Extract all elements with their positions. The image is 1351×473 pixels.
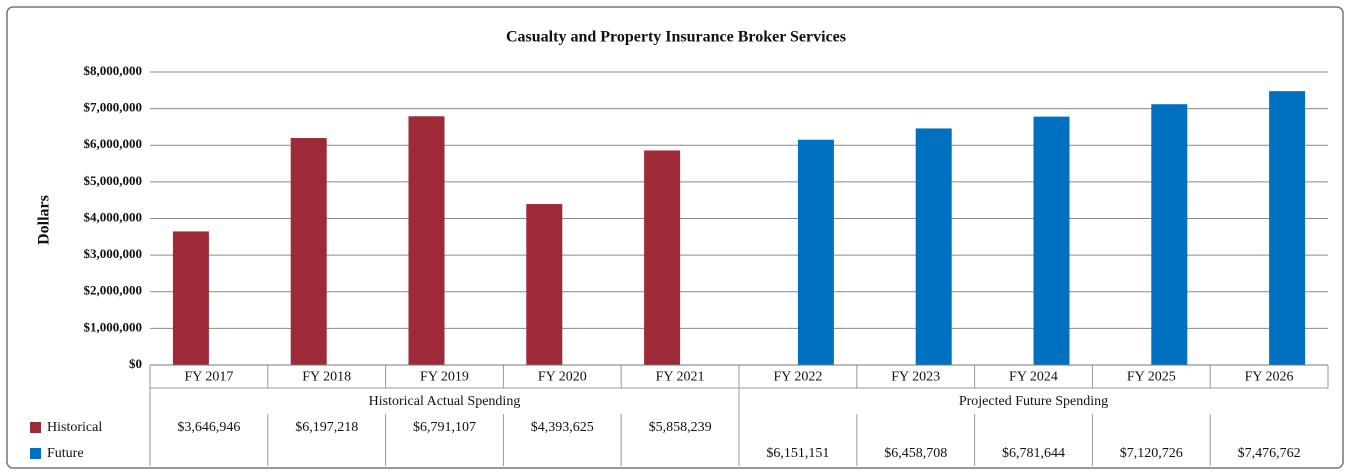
- y-tick-label: $5,000,000: [84, 173, 143, 188]
- data-table-value: $4,393,625: [531, 420, 594, 435]
- y-tick-label: $1,000,000: [84, 319, 143, 334]
- y-axis-title: Dollars: [36, 195, 53, 245]
- group-label: Historical Actual Spending: [369, 394, 521, 409]
- y-tick-label: $0: [129, 356, 142, 371]
- y-tick-label: $6,000,000: [84, 136, 143, 151]
- x-tick-label: FY 2021: [656, 370, 705, 385]
- bar: [644, 150, 681, 365]
- data-table-value: $6,791,107: [413, 420, 476, 435]
- chart-title: Casualty and Property Insurance Broker S…: [506, 29, 846, 46]
- x-tick-label: FY 2024: [1009, 370, 1058, 385]
- legend-label: Historical: [47, 420, 102, 435]
- bar: [1269, 91, 1306, 366]
- x-tick-label: FY 2020: [538, 370, 587, 385]
- y-tick-label: $4,000,000: [84, 209, 143, 224]
- x-tick-label: FY 2018: [302, 370, 351, 385]
- bar: [172, 231, 209, 365]
- data-table-value: $6,197,218: [295, 420, 358, 435]
- data-table-value: $6,781,644: [1002, 446, 1065, 461]
- x-tick-label: FY 2026: [1245, 370, 1294, 385]
- data-table-value: $6,151,151: [766, 446, 829, 461]
- data-table-value: $7,120,726: [1120, 446, 1183, 461]
- y-tick-label: $8,000,000: [84, 63, 143, 78]
- data-table-value: $5,858,239: [649, 420, 712, 435]
- bar: [290, 138, 327, 365]
- x-tick-label: FY 2019: [420, 370, 469, 385]
- x-tick-label: FY 2022: [773, 370, 822, 385]
- legend-key: [30, 422, 41, 433]
- data-table-value: $7,476,762: [1238, 446, 1301, 461]
- group-label: Projected Future Spending: [959, 394, 1108, 409]
- x-tick-label: FY 2025: [1127, 370, 1176, 385]
- bar: [408, 116, 445, 366]
- y-tick-label: $7,000,000: [84, 100, 143, 115]
- bar: [1033, 116, 1070, 366]
- bar: [797, 139, 834, 365]
- bar: [1151, 104, 1188, 366]
- bar: [526, 204, 563, 365]
- legend-key: [30, 448, 41, 459]
- x-tick-label: FY 2017: [184, 370, 233, 385]
- bar: [915, 128, 952, 365]
- data-table-value: $6,458,708: [884, 446, 947, 461]
- data-table-value: $3,646,946: [177, 420, 240, 435]
- y-tick-label: $3,000,000: [84, 246, 143, 261]
- y-tick-label: $2,000,000: [84, 283, 143, 298]
- x-tick-label: FY 2023: [891, 370, 940, 385]
- legend-label: Future: [47, 446, 84, 461]
